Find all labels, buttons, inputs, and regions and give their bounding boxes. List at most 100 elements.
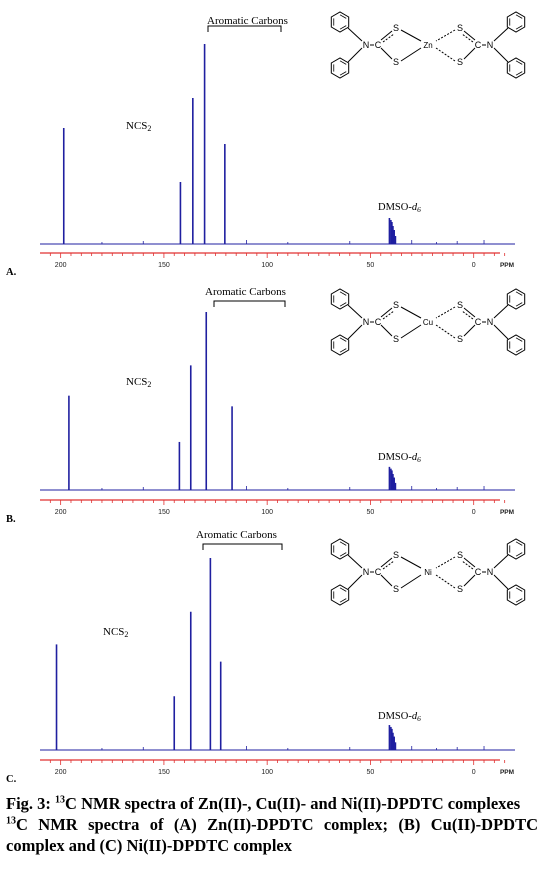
carbon-atom-label: C xyxy=(375,317,382,327)
caption-desc-superscript: 13 xyxy=(6,815,16,827)
ppm-axis-label: PPM xyxy=(500,262,514,269)
phenyl-ring-icon xyxy=(330,584,350,606)
bond-line xyxy=(463,307,476,318)
bond-line xyxy=(347,27,363,42)
carbon-atom-label: C xyxy=(475,317,482,327)
aromatic-bracket xyxy=(207,25,282,32)
ppm-tick-label: 200 xyxy=(55,769,67,776)
ring-bond xyxy=(515,337,523,342)
ring-bond xyxy=(515,598,523,603)
bond-line xyxy=(400,29,422,42)
aromatic-carbons-label: Aromatic Carbons xyxy=(205,286,286,298)
bond-line xyxy=(347,554,363,569)
bond-line xyxy=(400,324,422,339)
ppm-tick-label: 50 xyxy=(367,262,375,269)
ring-bond xyxy=(339,60,347,65)
ppm-tick-label: 150 xyxy=(158,262,170,269)
ring-bond xyxy=(339,541,347,546)
spectrum-panel-c: 200 150 100 50 0 PPM C. NCS2 Aromatic Carbons DMS… xyxy=(6,529,526,785)
ppm-tick-label: 100 xyxy=(261,769,273,776)
bond-line xyxy=(463,47,476,60)
bond-line xyxy=(347,324,363,340)
ncs2-label: NCS2 xyxy=(126,376,151,389)
bond-line xyxy=(493,27,509,42)
panel-label: A. xyxy=(6,267,17,278)
spectrum-panel-b: 200 150 100 50 0 PPM B. NCS2 Aromatic Carbons DMS… xyxy=(6,286,526,525)
carbon-atom-label: C xyxy=(475,40,482,50)
sulfur-atom-label: S xyxy=(393,550,399,560)
aromatic-bracket xyxy=(213,300,286,307)
bond-line xyxy=(435,29,456,42)
nitrogen-atom-label: N xyxy=(363,40,370,50)
metal-atom-label: Zn xyxy=(423,41,432,50)
bond-line xyxy=(463,557,476,568)
caption-title-text: C NMR spectra of Zn(II)-, Cu(II)- and Ni… xyxy=(65,794,521,813)
bond-line xyxy=(380,47,393,60)
bond-line xyxy=(400,47,422,62)
bond-line xyxy=(461,310,474,320)
nitrogen-atom-label: N xyxy=(363,317,370,327)
ppm-tick-label: 200 xyxy=(55,262,67,269)
caption-fig-label: Fig. 3: xyxy=(6,794,51,813)
dmso-label: DMSO-d6 xyxy=(378,452,421,464)
bond-line xyxy=(435,324,456,339)
ring-bond xyxy=(339,25,347,30)
ring-bond xyxy=(515,348,523,353)
sulfur-atom-label: S xyxy=(393,57,399,67)
ncs2-label: NCS2 xyxy=(126,120,151,133)
ring-bond xyxy=(515,25,523,30)
bond-line xyxy=(380,30,393,41)
ring-bond xyxy=(515,552,523,557)
aromatic-carbons-label: Aromatic Carbons xyxy=(196,529,277,541)
phenyl-ring-icon xyxy=(506,11,526,33)
ring-bond xyxy=(339,598,347,603)
ring-bond xyxy=(339,348,347,353)
phenyl-ring-icon xyxy=(506,334,526,356)
ring-bond xyxy=(515,587,523,592)
sulfur-atom-label: S xyxy=(457,584,463,594)
sulfur-atom-label: S xyxy=(393,584,399,594)
metal-atom-label: Ni xyxy=(424,568,432,577)
panel-label: B. xyxy=(6,514,16,525)
sulfur-atom-label: S xyxy=(457,334,463,344)
sulfur-atom-label: S xyxy=(457,550,463,560)
nitrogen-atom-label: N xyxy=(487,40,494,50)
ppm-tick-label: 100 xyxy=(261,509,273,516)
dmso-label: DMSO-d6 xyxy=(378,711,421,723)
phenyl-ring-icon xyxy=(506,584,526,606)
bond-line xyxy=(493,554,509,569)
caption-title-superscript: 13 xyxy=(55,794,66,806)
ppm-tick-label: 0 xyxy=(472,509,476,516)
ring-bond xyxy=(515,14,523,19)
bond-line xyxy=(400,556,422,569)
phenyl-ring-icon xyxy=(330,334,350,356)
nitrogen-atom-label: N xyxy=(487,567,494,577)
metal-atom-label: Cu xyxy=(423,318,433,327)
bond-line xyxy=(380,557,393,568)
ppm-tick-label: 150 xyxy=(158,769,170,776)
nitrogen-atom-label: N xyxy=(363,567,370,577)
ring-bond xyxy=(515,71,523,76)
bond-line xyxy=(435,306,456,319)
ppm-tick-label: 0 xyxy=(472,262,476,269)
ppm-tick-label: 200 xyxy=(55,509,67,516)
ring-bond xyxy=(339,302,347,307)
bond-line xyxy=(347,574,363,590)
nmr-spectra-figure: 200 150 100 50 0 PPM A. NCS2 Aromatic Carbons DMS… xyxy=(6,11,526,785)
ring-bond xyxy=(339,587,347,592)
phenyl-ring-icon xyxy=(330,11,350,33)
sulfur-atom-label: S xyxy=(457,23,463,33)
sulfur-atom-label: S xyxy=(393,334,399,344)
ppm-tick-label: 150 xyxy=(158,509,170,516)
ppm-axis-label: PPM xyxy=(500,769,514,776)
ncs2-label: NCS2 xyxy=(103,626,128,639)
bond-line xyxy=(461,560,474,570)
caption-description: 13C NMR spectra of (A) Zn(II)-DPDTC comp… xyxy=(6,814,538,856)
ring-bond xyxy=(515,541,523,546)
ppm-axis-label: PPM xyxy=(500,509,514,516)
sulfur-atom-label: S xyxy=(457,57,463,67)
dmso-label: DMSO-d6 xyxy=(378,202,421,214)
